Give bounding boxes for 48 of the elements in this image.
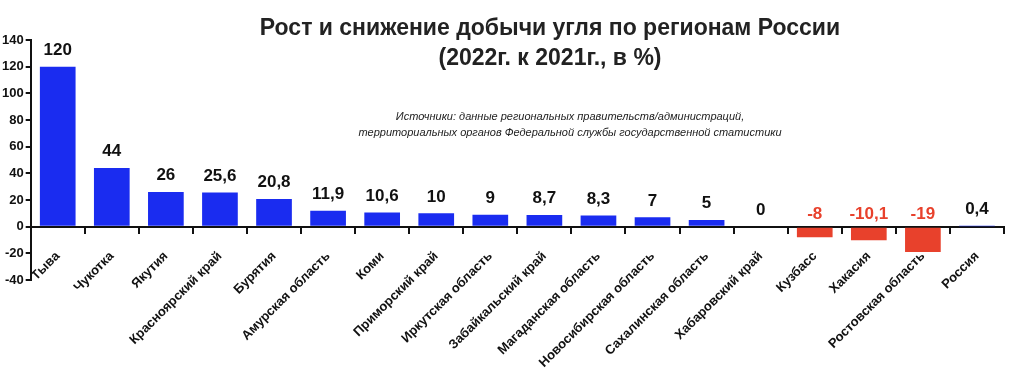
y-tick-label: 40 xyxy=(9,164,24,180)
bar xyxy=(39,66,76,226)
data-label: 7 xyxy=(647,190,658,210)
y-tick-label: 140 xyxy=(1,31,24,47)
data-label: -8 xyxy=(807,203,823,223)
bar xyxy=(310,210,346,226)
chart-subtitle: (2022г. к 2021г., в %) xyxy=(437,43,663,72)
bar xyxy=(364,212,401,226)
data-label: 120 xyxy=(43,39,72,59)
y-tick-label: -20 xyxy=(4,244,24,260)
y-tick-label: 60 xyxy=(9,138,24,154)
data-label: 5 xyxy=(701,193,712,213)
bar xyxy=(202,192,238,226)
data-label: 0 xyxy=(755,199,766,219)
data-label: 26 xyxy=(156,165,176,185)
data-label: 0,4 xyxy=(965,199,990,219)
chart-title: Рост и снижение добычи угля по регионам России xyxy=(258,13,842,42)
bar xyxy=(526,215,563,226)
y-tick-label: -40 xyxy=(4,271,24,287)
data-label: 20,8 xyxy=(257,172,291,192)
bar xyxy=(688,220,725,226)
y-tick-label: 20 xyxy=(9,191,24,207)
data-label: -10,1 xyxy=(849,203,889,223)
data-label: 8,7 xyxy=(532,188,557,208)
bar xyxy=(93,168,130,226)
data-label: 8,3 xyxy=(586,188,611,208)
annotation: Источники: данные региональных правительств/администраций, xyxy=(394,109,746,124)
data-label: 44 xyxy=(102,141,122,161)
data-label: 10 xyxy=(426,186,446,206)
data-label: 10,6 xyxy=(365,185,399,205)
data-label: -19 xyxy=(910,203,936,223)
data-label: 11,9 xyxy=(312,183,345,203)
annotation: территориальных органов Федеральной службы государственной статистики xyxy=(357,125,783,140)
bar xyxy=(148,192,184,226)
data-label: 9 xyxy=(485,187,496,207)
bar xyxy=(580,215,617,226)
bar xyxy=(634,217,671,226)
y-tick-label: 0 xyxy=(16,218,24,234)
bar xyxy=(256,198,292,226)
y-tick-label: 80 xyxy=(9,111,24,127)
bar xyxy=(850,227,887,241)
bar xyxy=(796,227,833,238)
data-label: 25,6 xyxy=(203,165,237,185)
y-tick-label: 120 xyxy=(1,58,24,74)
bar xyxy=(472,214,509,226)
bar xyxy=(418,213,455,226)
bar xyxy=(905,227,941,252)
y-tick-label: 100 xyxy=(1,84,24,100)
